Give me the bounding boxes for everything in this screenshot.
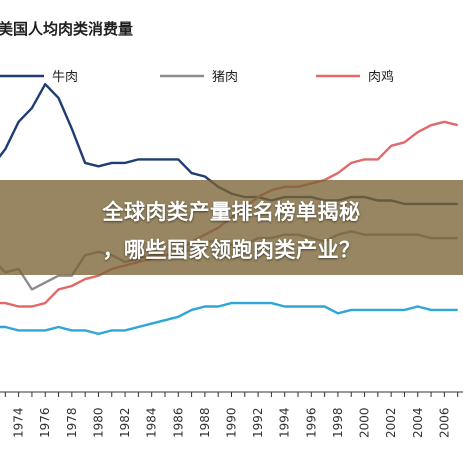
x-tick-label: 1992 bbox=[251, 407, 265, 438]
legend-label: 猪肉 bbox=[212, 70, 238, 85]
x-tick-label: 1978 bbox=[65, 407, 79, 438]
x-axis-ticks: 1974 1976 1978 1980 1982 1984 1986 1988 1990 1992… bbox=[4, 392, 459, 438]
legend-label: 牛肉 bbox=[52, 70, 78, 85]
x-tick-label: 1988 bbox=[198, 407, 212, 438]
headline-line-1: 全球肉类产量排名榜单揭秘 bbox=[102, 200, 361, 224]
x-tick-label: 1986 bbox=[171, 407, 185, 438]
x-tick-label: 1982 bbox=[118, 407, 132, 438]
x-tick-label: 2000 bbox=[358, 407, 372, 438]
x-tick-label: 1998 bbox=[331, 407, 345, 438]
x-tick-label: 1996 bbox=[304, 407, 318, 438]
headline-banner: 全球肉类产量排名榜单揭秘 ，哪些国家领跑肉类产业？ bbox=[0, 180, 463, 275]
x-tick-label: 1990 bbox=[225, 407, 239, 438]
series-line-3 bbox=[0, 301, 458, 336]
x-tick-label: 1974 bbox=[12, 407, 26, 438]
x-tick-label: 1994 bbox=[278, 407, 292, 438]
x-tick-label: 2006 bbox=[437, 407, 451, 438]
legend: 牛肉 猪肉 肉鸡 bbox=[0, 69, 394, 85]
x-tick-label: 2004 bbox=[411, 407, 425, 438]
x-tick-label: 1980 bbox=[92, 407, 106, 438]
x-tick-label: 2002 bbox=[384, 407, 398, 438]
headline-line-2: ，哪些国家领跑肉类产业？ bbox=[102, 238, 361, 262]
legend-label: 肉鸡 bbox=[368, 69, 394, 85]
x-tick-label: 1976 bbox=[38, 407, 52, 438]
x-tick-label: 1984 bbox=[145, 407, 159, 438]
chart-title: 美国人均肉类消费量 bbox=[0, 20, 134, 38]
